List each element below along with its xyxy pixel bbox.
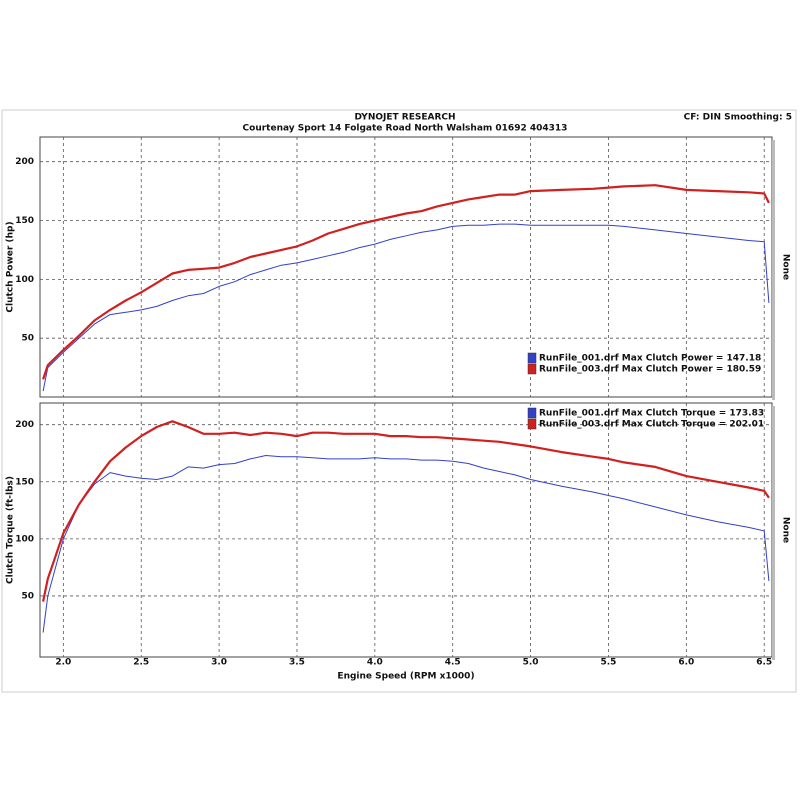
series-line: [42, 223, 770, 392]
y-axis-label: Clutch Power (hp): [6, 221, 16, 312]
legend-swatch: [527, 407, 537, 419]
x-tick-label: 6.5: [756, 658, 772, 668]
plot-shadow: [772, 406, 775, 660]
y-tick-label: 200: [15, 157, 34, 167]
y-tick-label: 100: [15, 275, 34, 285]
x-tick-label: 4.0: [367, 658, 383, 668]
x-tick-label: 2.0: [55, 658, 71, 668]
series-line: [42, 420, 770, 602]
legend-swatch: [527, 418, 537, 430]
plot-area: [39, 136, 773, 398]
x-tick-label: 3.0: [211, 658, 227, 668]
x-tick-label: 3.5: [289, 658, 305, 668]
x-tick-label: 5.0: [523, 658, 539, 668]
series-line: [42, 184, 770, 380]
chart-subtitle: Courtenay Sport 14 Folgate Road North Wa…: [243, 124, 568, 134]
side-label: None: [781, 517, 791, 543]
x-tick-label: 5.5: [600, 658, 616, 668]
y-tick-label: 150: [15, 216, 34, 226]
legend-label: RunFile_003.drf Max Clutch Power = 180.5…: [539, 365, 761, 375]
x-tick-label: 4.5: [445, 658, 461, 668]
side-label: None: [781, 254, 791, 280]
legend-label: RunFile_003.drf Max Clutch Torque = 202.…: [539, 420, 764, 430]
x-axis-label: Engine Speed (RPM x1000): [337, 672, 474, 682]
chart-title: DYNOJET RESEARCH: [354, 113, 455, 123]
y-axis-label: Clutch Torque (ft-lbs): [6, 476, 16, 584]
plot-area: [39, 402, 773, 658]
x-tick-label: 6.0: [678, 658, 694, 668]
y-tick-label: 50: [21, 334, 34, 344]
y-tick-label: 50: [21, 591, 34, 601]
legend-label: RunFile_001.drf Max Clutch Torque = 173.…: [539, 409, 764, 419]
y-tick-label: 100: [15, 534, 34, 544]
y-tick-label: 200: [15, 420, 34, 430]
plot-shadow: [772, 140, 775, 400]
legend-label: RunFile_001.drf Max Clutch Power = 147.1…: [539, 354, 761, 364]
x-tick-label: 2.5: [133, 658, 149, 668]
series-line: [42, 455, 770, 633]
legend-swatch: [527, 352, 537, 364]
legend-swatch: [527, 363, 537, 375]
y-tick-label: 150: [15, 477, 34, 487]
settings-label: CF: DIN Smoothing: 5: [684, 113, 792, 123]
